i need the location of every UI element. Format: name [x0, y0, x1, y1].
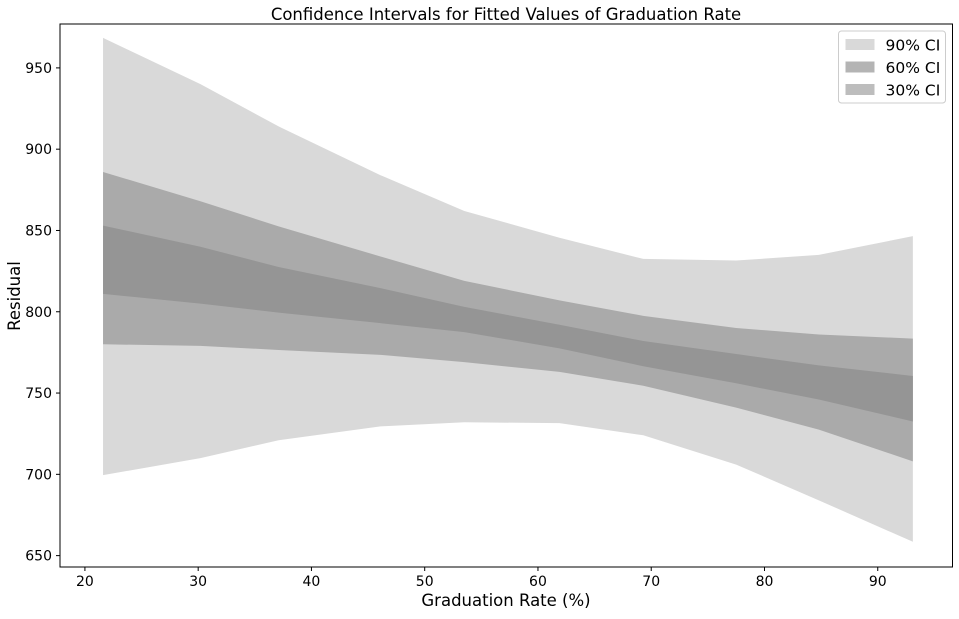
y-axis: 650 700 750 800 850 900 950: [25, 61, 60, 565]
legend-swatch: [845, 39, 875, 50]
x-tick-label: 80: [756, 574, 774, 590]
chart-title: Confidence Intervals for Fitted Values o…: [271, 5, 741, 24]
y-tick-label: 650: [25, 549, 52, 565]
x-axis-label: Graduation Rate (%): [421, 591, 590, 610]
x-tick-label: 90: [869, 574, 887, 590]
y-tick-label: 750: [25, 386, 52, 402]
legend-label: 30% CI: [886, 82, 941, 100]
x-tick-label: 70: [642, 574, 660, 590]
x-tick-label: 20: [76, 574, 94, 590]
x-tick-label: 30: [189, 574, 207, 590]
legend-label: 90% CI: [886, 37, 941, 55]
x-axis: 20 30 40 50 60 70 80 90: [76, 567, 887, 590]
legend: 90% CI 60% CI 30% CI: [838, 30, 946, 104]
y-tick-label: 950: [25, 61, 52, 77]
y-tick-label: 850: [25, 223, 52, 239]
x-tick-label: 50: [416, 574, 434, 590]
x-tick-label: 40: [303, 574, 321, 590]
ci-bands: [103, 37, 913, 542]
y-tick-label: 800: [25, 305, 52, 321]
legend-label: 60% CI: [886, 59, 941, 77]
ci-band-30-ci: [103, 225, 913, 422]
x-tick-label: 60: [529, 574, 547, 590]
y-axis-label: Residual: [5, 261, 24, 331]
legend-swatch: [845, 84, 875, 95]
legend-swatch: [845, 61, 875, 73]
y-tick-label: 900: [25, 142, 52, 158]
ci-band-90-ci: [103, 37, 913, 542]
y-tick-label: 700: [25, 467, 52, 483]
plot-frame: [59, 23, 953, 568]
